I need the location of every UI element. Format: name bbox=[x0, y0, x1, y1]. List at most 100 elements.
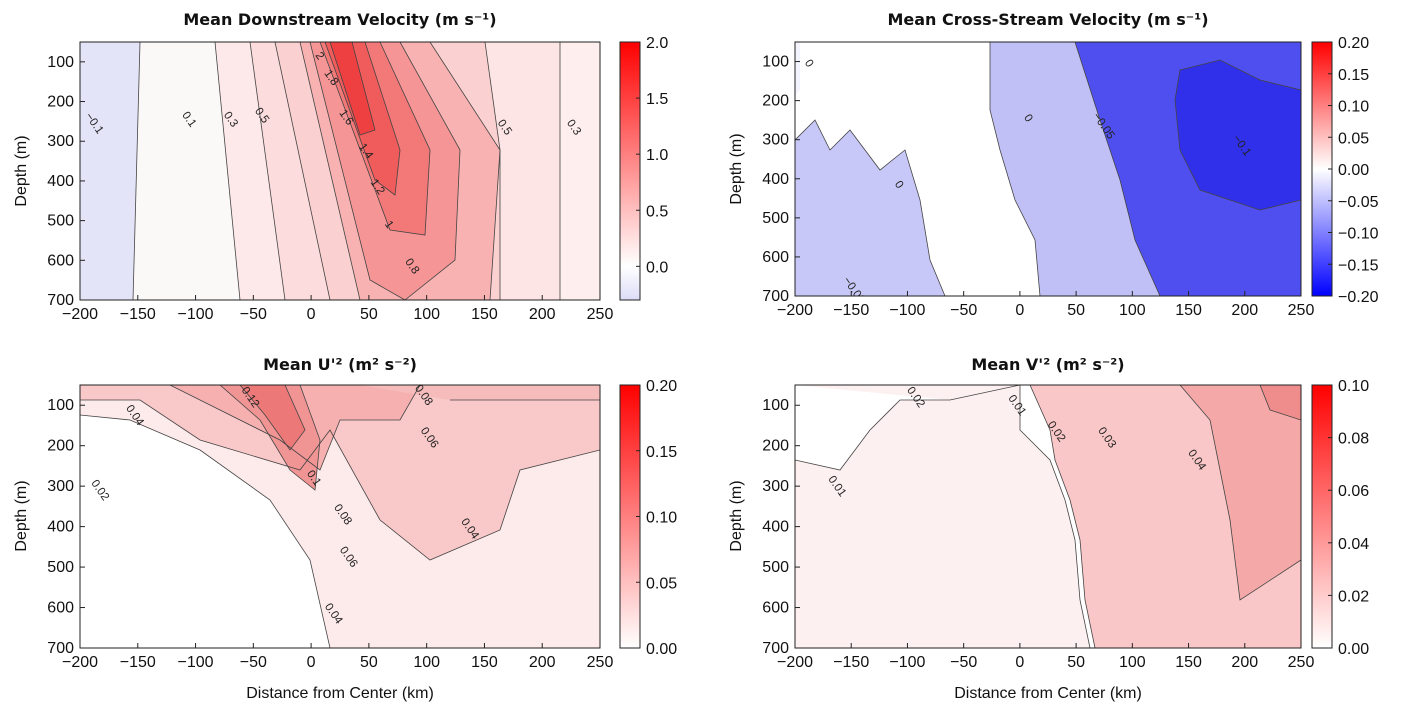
colorbar-tick-label: 0.20 bbox=[646, 378, 677, 395]
contour-region bbox=[330, 42, 375, 135]
y-tick-label: 600 bbox=[762, 249, 789, 266]
contour-region bbox=[240, 385, 305, 450]
y-tick-label: 600 bbox=[47, 252, 74, 269]
x-tick-label: −100 bbox=[889, 654, 925, 671]
chart-title: Mean U'² (m² s⁻²) bbox=[263, 355, 417, 374]
y-axis-label: Depth (m) bbox=[728, 480, 745, 551]
contour-region bbox=[360, 385, 600, 400]
colorbar-tick-label: 0.0 bbox=[646, 259, 668, 276]
x-tick-label: 0 bbox=[1015, 302, 1024, 319]
x-tick-label: −150 bbox=[120, 654, 156, 671]
contour-region bbox=[1260, 385, 1301, 420]
colorbar-tick-label: −0.05 bbox=[1338, 194, 1379, 211]
y-tick-label: 600 bbox=[47, 600, 74, 617]
x-tick-label: 250 bbox=[1288, 654, 1315, 671]
colorbar bbox=[1311, 384, 1333, 649]
contour-region bbox=[80, 42, 140, 300]
y-tick-label: 400 bbox=[47, 519, 74, 536]
x-axis: −200 −150 −100 −50 0 50 100 150 200 250 bbox=[777, 291, 1314, 319]
contour-region bbox=[485, 42, 560, 300]
x-tick-label: 100 bbox=[1119, 654, 1146, 671]
colorbar-tick-label: 0.02 bbox=[1338, 588, 1369, 605]
x-tick-label: −150 bbox=[833, 302, 869, 319]
y-tick-label: 100 bbox=[762, 54, 789, 71]
contour-lines bbox=[795, 42, 1301, 296]
y-tick-label: 400 bbox=[762, 171, 789, 188]
y-tick-label: 300 bbox=[762, 132, 789, 149]
x-tick-label: 100 bbox=[1119, 302, 1146, 319]
x-tick-label: 200 bbox=[529, 654, 556, 671]
x-tick-label: 200 bbox=[1231, 654, 1258, 671]
contour-region bbox=[133, 42, 240, 300]
colorbar-tick-label: 0.08 bbox=[1338, 431, 1369, 448]
x-tick-label: 0 bbox=[307, 306, 316, 323]
y-tick-label: 500 bbox=[47, 213, 74, 230]
x-tick-label: 250 bbox=[1288, 302, 1315, 319]
colorbar-tick-label: −0.20 bbox=[1338, 289, 1379, 306]
y-tick-label: 700 bbox=[47, 292, 74, 309]
y-tick-label: 700 bbox=[47, 640, 74, 657]
x-tick-label: −100 bbox=[178, 306, 214, 323]
contour-region bbox=[215, 42, 285, 300]
colorbar-tick-label: 0.20 bbox=[1338, 35, 1369, 52]
y-axis-label: Depth (m) bbox=[13, 480, 30, 551]
contour-region bbox=[795, 42, 800, 95]
y-tick-label: 100 bbox=[762, 397, 789, 414]
chart-title: Mean Cross-Stream Velocity (m s⁻¹) bbox=[887, 10, 1208, 29]
colorbar-ticks: 0.20 0.15 0.10 0.05 0.00 −0.05 −0.10 −0.15 −0.20 bbox=[1328, 35, 1379, 306]
colorbar-tick-label: 1.0 bbox=[646, 147, 668, 164]
x-axis-label: Distance from Center (km) bbox=[954, 685, 1142, 702]
chart-title: Mean V'² (m² s⁻²) bbox=[971, 355, 1124, 374]
y-tick-label: 300 bbox=[762, 478, 789, 495]
x-tick-label: 250 bbox=[587, 654, 614, 671]
colorbar-tick-label: 0.10 bbox=[646, 510, 677, 527]
x-tick-label: −50 bbox=[240, 654, 267, 671]
contour-field: 00 −0.05−0.10−0.05 bbox=[795, 42, 1301, 296]
colorbar-tick-label: 0.15 bbox=[1338, 67, 1369, 84]
colorbar-tick-label: 0.5 bbox=[646, 203, 668, 220]
y-tick-label: 100 bbox=[47, 54, 74, 71]
contour-field: 0.040.12 0.080.060.10.020.080.040.060.04 bbox=[80, 385, 600, 648]
y-axis: 100 200 300 400 500 600 700 bbox=[47, 54, 85, 309]
colorbar-tick-label: 0.04 bbox=[1338, 536, 1369, 553]
x-tick-label: −200 bbox=[62, 654, 98, 671]
contour-region bbox=[990, 42, 1160, 296]
x-tick-label: 200 bbox=[529, 306, 556, 323]
y-tick-label: 700 bbox=[762, 640, 789, 657]
x-tick-label: −150 bbox=[833, 654, 869, 671]
x-axis: −200 −150 −100 −50 0 50 100 150 200 250 bbox=[62, 643, 613, 671]
y-tick-label: 500 bbox=[762, 559, 789, 576]
x-tick-label: 150 bbox=[471, 306, 498, 323]
colorbar-tick-label: 1.5 bbox=[646, 91, 668, 108]
x-tick-label: −100 bbox=[178, 654, 214, 671]
x-tick-label: −50 bbox=[950, 654, 977, 671]
contour-region bbox=[80, 385, 600, 560]
colorbar-tick-label: 0.15 bbox=[646, 444, 677, 461]
colorbar-tick-label: 0.10 bbox=[1338, 99, 1369, 116]
x-tick-label: 50 bbox=[360, 306, 378, 323]
contour-region bbox=[1175, 60, 1301, 210]
x-tick-label: 150 bbox=[1175, 302, 1202, 319]
x-axis: −200 −150 −100 −50 0 50 100 150 200 250 bbox=[62, 295, 613, 323]
colorbar-tick-label: 2.0 bbox=[646, 35, 668, 52]
colorbar-tick-label: 0.05 bbox=[1338, 130, 1369, 147]
y-tick-label: 300 bbox=[47, 133, 74, 150]
x-tick-label: 100 bbox=[413, 654, 440, 671]
y-tick-label: 200 bbox=[762, 438, 789, 455]
contour-lines bbox=[132, 42, 561, 300]
contour-field: 0.02 0.010.02 0.030.040.01 bbox=[795, 385, 1301, 648]
y-tick-label: 200 bbox=[47, 438, 74, 455]
x-tick-label: 250 bbox=[587, 306, 614, 323]
colorbar-tick-label: 0.06 bbox=[1338, 483, 1369, 500]
y-axis-label: Depth (m) bbox=[13, 135, 30, 206]
x-tick-label: 50 bbox=[360, 654, 378, 671]
colorbar-tick-label: 0.00 bbox=[1338, 162, 1369, 179]
y-tick-label: 300 bbox=[47, 478, 74, 495]
colorbar-tick-label: 0.05 bbox=[646, 575, 677, 592]
y-tick-label: 400 bbox=[762, 519, 789, 536]
y-axis-label: Depth (m) bbox=[728, 133, 745, 204]
x-tick-label: 150 bbox=[1175, 654, 1202, 671]
panel-downstream: Mean Downstream Velocity (m s⁻¹) bbox=[13, 10, 668, 323]
x-tick-label: 50 bbox=[1067, 654, 1085, 671]
